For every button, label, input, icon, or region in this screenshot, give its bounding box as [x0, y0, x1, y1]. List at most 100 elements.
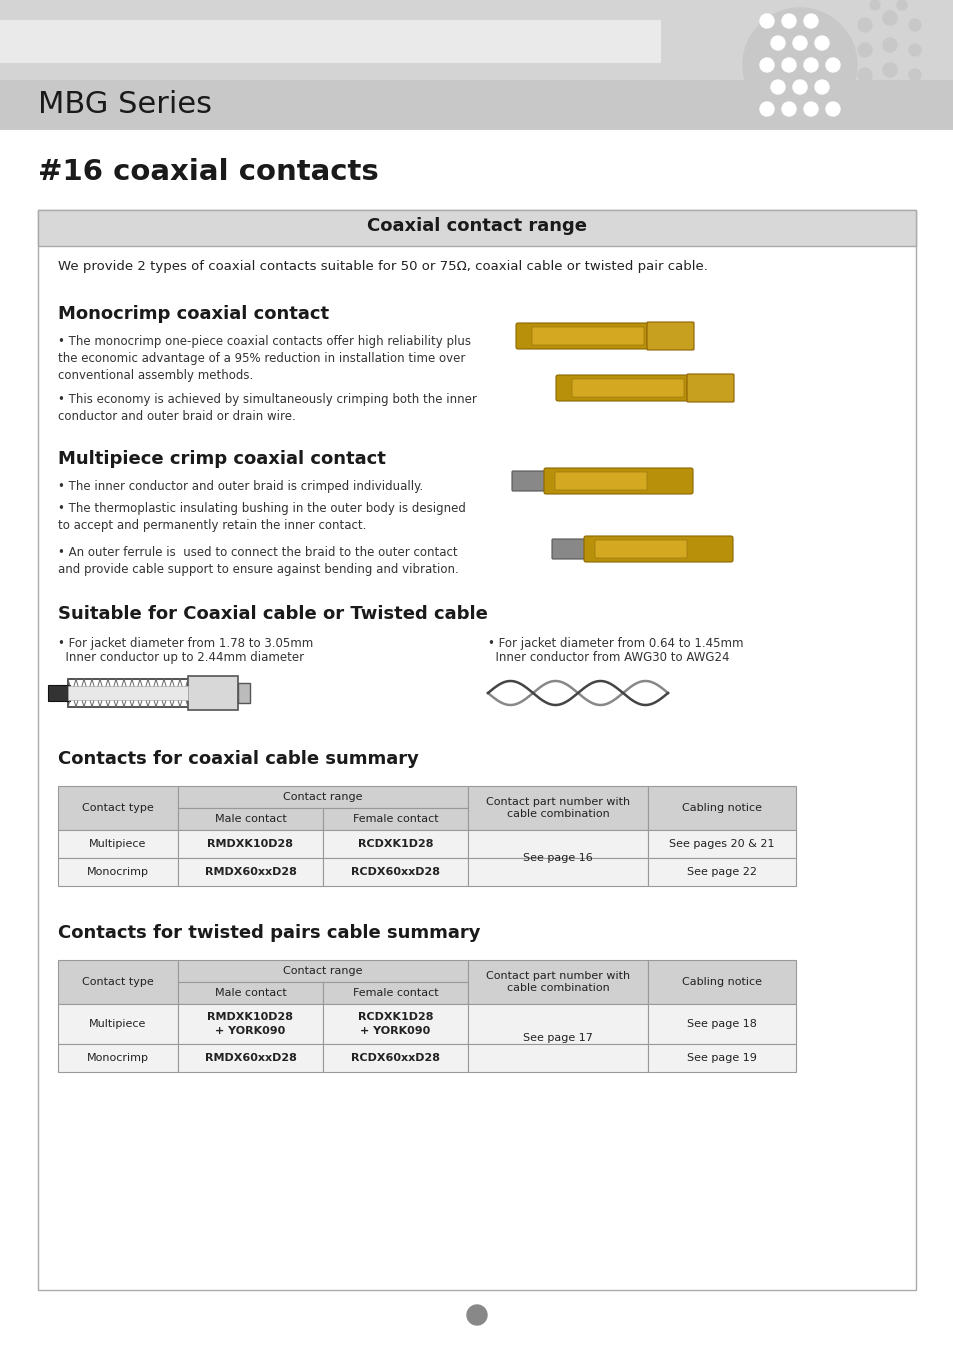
Circle shape	[869, 0, 879, 9]
Bar	[178, 961, 468, 982]
Text: See page 19: See page 19	[686, 1052, 756, 1063]
Text: Contact part number with
cable combination: Contact part number with cable combinati…	[485, 971, 629, 993]
Bar	[178, 982, 323, 1004]
Bar	[323, 858, 468, 886]
Circle shape	[908, 45, 920, 55]
Circle shape	[467, 1305, 486, 1325]
Bar	[647, 1004, 795, 1044]
Circle shape	[857, 43, 871, 57]
Circle shape	[803, 14, 817, 28]
Circle shape	[814, 36, 828, 50]
Text: RMDXK10D28
+ YORK090: RMDXK10D28 + YORK090	[208, 1012, 294, 1036]
Circle shape	[781, 14, 795, 28]
Circle shape	[868, 89, 880, 101]
FancyBboxPatch shape	[583, 536, 732, 562]
Text: • For jacket diameter from 0.64 to 1.45mm: • For jacket diameter from 0.64 to 1.45m…	[488, 638, 742, 650]
Circle shape	[760, 101, 773, 116]
Bar	[647, 830, 795, 858]
FancyBboxPatch shape	[555, 471, 646, 490]
Text: RCDX60xxD28: RCDX60xxD28	[351, 867, 439, 877]
Circle shape	[781, 58, 795, 72]
Circle shape	[742, 8, 856, 122]
Bar	[58, 1004, 178, 1044]
Text: Contact part number with
cable combination: Contact part number with cable combinati…	[485, 797, 629, 819]
Circle shape	[882, 63, 896, 77]
Bar	[468, 858, 647, 886]
Text: MBG Series: MBG Series	[38, 91, 212, 119]
Bar	[58, 961, 178, 1004]
Bar	[58, 1044, 178, 1071]
Circle shape	[792, 80, 806, 95]
Text: Cabling notice: Cabling notice	[681, 802, 761, 813]
Bar	[38, 209, 915, 1290]
Text: Inner conductor up to 2.44mm diameter: Inner conductor up to 2.44mm diameter	[58, 651, 304, 663]
Text: • An outer ferrule is  used to connect the braid to the outer contact
and provid: • An outer ferrule is used to connect th…	[58, 546, 458, 576]
Text: Male contact: Male contact	[214, 815, 286, 824]
Bar	[468, 1044, 647, 1071]
FancyBboxPatch shape	[572, 380, 683, 397]
Bar	[38, 209, 915, 246]
Bar	[0, 0, 953, 130]
Circle shape	[792, 36, 806, 50]
Text: • The thermoplastic insulating bushing in the outer body is designed
to accept a: • The thermoplastic insulating bushing i…	[58, 503, 465, 532]
FancyBboxPatch shape	[686, 374, 733, 403]
Text: Female contact: Female contact	[353, 815, 437, 824]
Text: RCDXK1D28: RCDXK1D28	[357, 839, 433, 848]
Circle shape	[825, 58, 840, 72]
Bar	[68, 680, 188, 707]
Circle shape	[825, 101, 840, 116]
Text: See page 18: See page 18	[686, 1019, 756, 1029]
Text: Suitable for Coaxial cable or Twisted cable: Suitable for Coaxial cable or Twisted ca…	[58, 605, 487, 623]
Bar	[188, 676, 237, 711]
Bar	[647, 961, 795, 1004]
Circle shape	[760, 14, 773, 28]
FancyBboxPatch shape	[646, 322, 693, 350]
Bar	[647, 858, 795, 886]
Text: Contacts for coaxial cable summary: Contacts for coaxial cable summary	[58, 750, 418, 767]
Bar	[178, 786, 468, 808]
Circle shape	[814, 80, 828, 95]
Circle shape	[803, 101, 817, 116]
Circle shape	[882, 38, 896, 51]
Bar	[647, 786, 795, 830]
FancyBboxPatch shape	[532, 327, 643, 345]
Text: See page 16: See page 16	[522, 852, 592, 863]
Text: • The monocrimp one-piece coaxial contacts offer high reliability plus
the econo: • The monocrimp one-piece coaxial contac…	[58, 335, 471, 382]
Text: We provide 2 types of coaxial contacts suitable for 50 or 75Ω, coaxial cable or : We provide 2 types of coaxial contacts s…	[58, 259, 707, 273]
Text: #16 coaxial contacts: #16 coaxial contacts	[38, 158, 378, 186]
Bar	[323, 982, 468, 1004]
FancyBboxPatch shape	[516, 323, 689, 349]
Text: • For jacket diameter from 1.78 to 3.05mm: • For jacket diameter from 1.78 to 3.05m…	[58, 638, 313, 650]
Bar	[468, 1004, 647, 1044]
Text: • The inner conductor and outer braid is crimped individually.: • The inner conductor and outer braid is…	[58, 480, 423, 493]
Bar	[58, 830, 178, 858]
Text: RMDX60xxD28: RMDX60xxD28	[204, 867, 296, 877]
Circle shape	[803, 58, 817, 72]
FancyBboxPatch shape	[512, 471, 548, 490]
Circle shape	[882, 11, 896, 26]
Bar	[48, 685, 70, 701]
Bar	[178, 830, 323, 858]
Bar	[468, 830, 647, 858]
Circle shape	[770, 36, 784, 50]
Circle shape	[857, 18, 871, 32]
Bar	[68, 686, 188, 700]
Text: Contact range: Contact range	[283, 966, 362, 975]
Text: • This economy is achieved by simultaneously crimping both the inner
conductor a: • This economy is achieved by simultaneo…	[58, 393, 476, 423]
Bar	[178, 1044, 323, 1071]
Bar	[0, 20, 659, 62]
Text: Monocrimp: Monocrimp	[87, 1052, 149, 1063]
Text: Contact type: Contact type	[82, 802, 153, 813]
Circle shape	[896, 0, 906, 9]
Bar	[178, 1004, 323, 1044]
FancyBboxPatch shape	[595, 540, 686, 558]
Text: Cabling notice: Cabling notice	[681, 977, 761, 988]
Circle shape	[781, 101, 795, 116]
Text: Multipiece: Multipiece	[90, 839, 147, 848]
Circle shape	[893, 84, 905, 96]
Text: See page 22: See page 22	[686, 867, 757, 877]
Text: Female contact: Female contact	[353, 988, 437, 998]
Text: RMDX60xxD28: RMDX60xxD28	[204, 1052, 296, 1063]
Bar	[323, 1004, 468, 1044]
Circle shape	[908, 69, 920, 81]
